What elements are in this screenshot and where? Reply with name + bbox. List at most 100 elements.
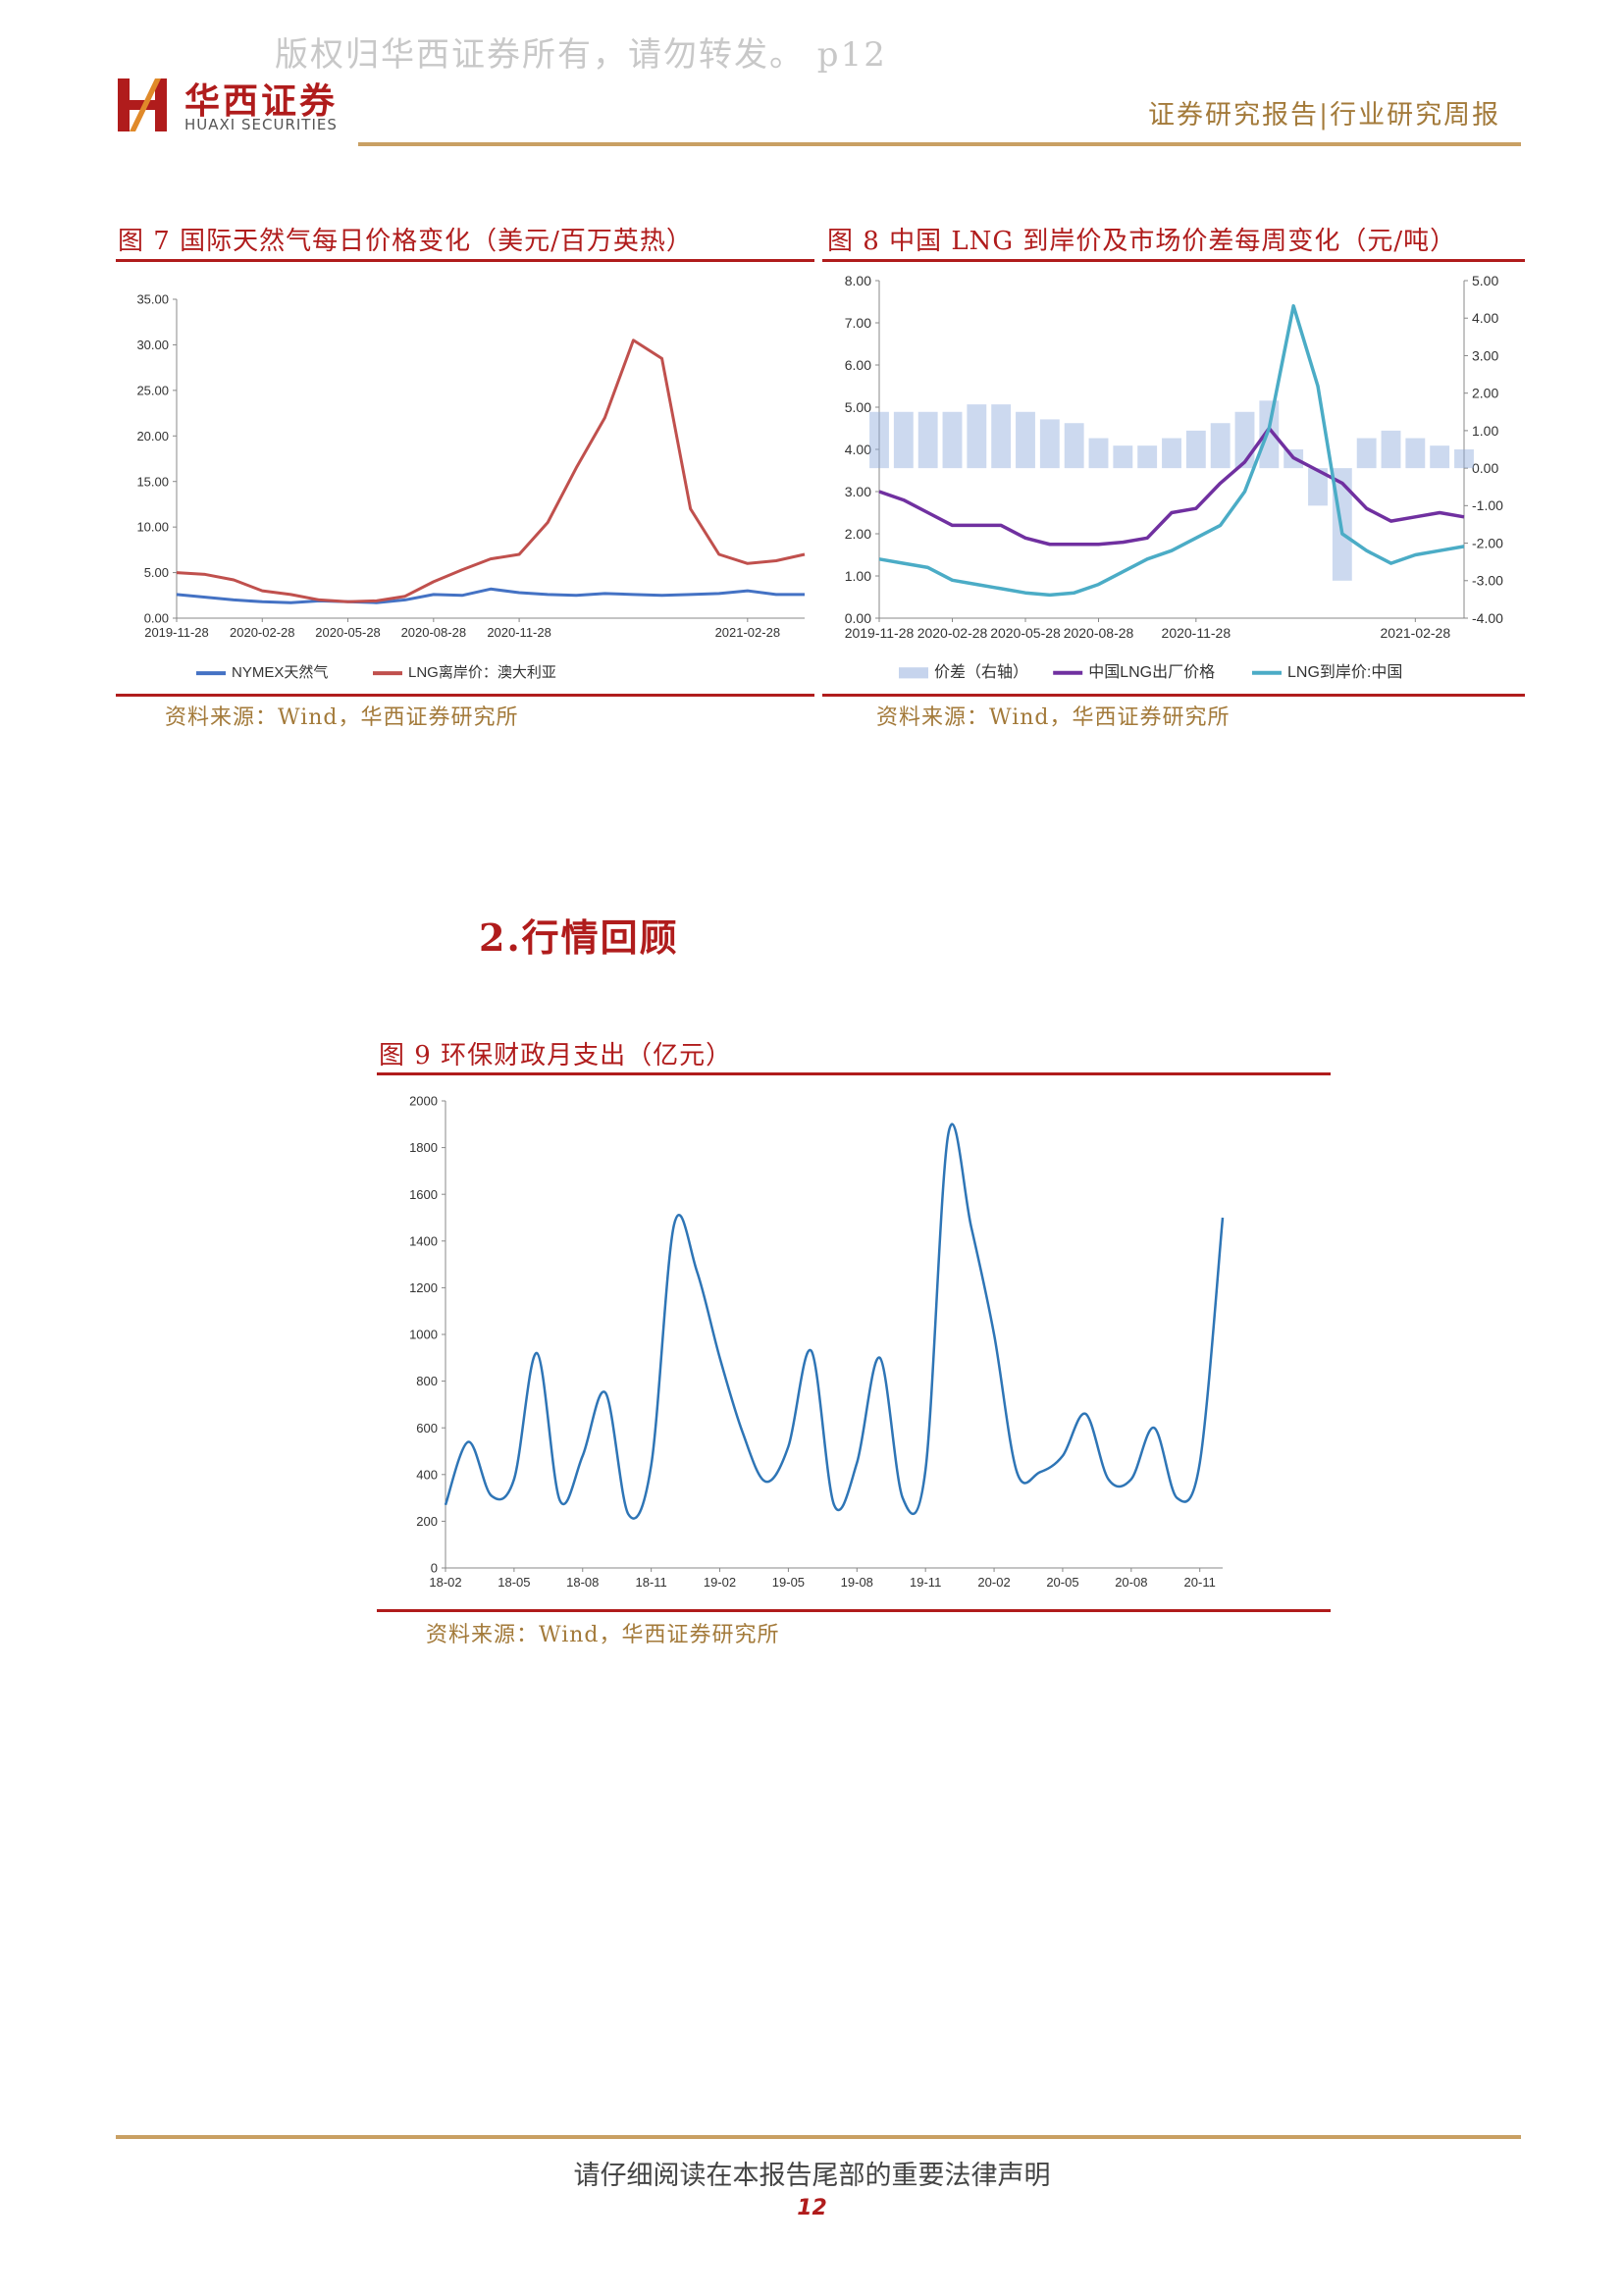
series-line	[176, 339, 806, 603]
x-tick-label: 2019-11-28	[845, 625, 915, 641]
y2-tick-label: -2.00	[1472, 535, 1503, 550]
y-tick-label: 4.00	[845, 442, 871, 457]
x-tick-label: 18-05	[498, 1575, 530, 1590]
page-number: 12	[797, 2196, 827, 2220]
y-tick-label: 7.00	[845, 315, 871, 331]
y-tick-label: 400	[416, 1467, 438, 1482]
y-tick-label: 35.00	[136, 292, 169, 307]
logo-en-text: HUAXI SECURITIES	[184, 116, 338, 133]
x-tick-label: 18-08	[566, 1575, 599, 1590]
y-tick-label: 2.00	[845, 526, 871, 542]
legend-label: LNG到岸价:中国	[1287, 663, 1402, 681]
spread-bar	[1308, 468, 1328, 506]
x-tick-label: 19-08	[841, 1575, 873, 1590]
fig9-top-rule	[377, 1072, 1331, 1075]
spread-bar	[1137, 445, 1158, 469]
y-tick-label: 5.00	[845, 399, 871, 415]
spread-bar	[967, 404, 987, 469]
section-title: 2.行情回顾	[479, 915, 679, 960]
x-tick-label: 19-05	[772, 1575, 805, 1590]
x-tick-label: 2020-05-28	[990, 625, 1061, 641]
y-tick-label: 15.00	[136, 474, 169, 489]
legend-label: NYMEX天然气	[232, 664, 328, 681]
x-tick-label: 20-08	[1115, 1575, 1147, 1590]
y-tick-label: 3.00	[845, 484, 871, 499]
y-tick-label: 1400	[409, 1233, 438, 1248]
fig7-bottom-rule	[116, 694, 814, 697]
legal-notice: 请仔细阅读在本报告尾部的重要法律声明	[573, 2161, 1051, 2191]
y2-tick-label: -4.00	[1472, 610, 1503, 626]
spread-bar	[1113, 445, 1133, 469]
fig7-top-rule	[116, 259, 814, 262]
logo-cn-text: 华西证券	[184, 81, 339, 122]
fig9-source: 资料来源：Wind，华西证券研究所	[426, 1623, 780, 1647]
watermark-text: 版权归华西证券所有，请勿转发。 p12	[275, 35, 887, 75]
y-tick-label: 0	[431, 1561, 438, 1576]
y2-tick-label: 5.00	[1472, 273, 1498, 288]
x-tick-label: 2020-02-28	[917, 625, 988, 641]
legend-label: LNG离岸价：澳大利亚	[408, 664, 556, 681]
x-tick-label: 2020-08-28	[401, 625, 467, 640]
spread-bar	[1039, 419, 1060, 469]
spread-bar	[1381, 430, 1401, 469]
x-tick-label: 20-05	[1046, 1575, 1078, 1590]
spread-bar	[1016, 411, 1035, 469]
spread-bar	[893, 411, 914, 469]
x-tick-label: 18-11	[635, 1575, 666, 1590]
y-tick-label: 2000	[409, 1094, 438, 1109]
fig7-source: 资料来源：Wind，华西证券研究所	[165, 705, 519, 730]
spread-bar	[1356, 438, 1377, 469]
y-tick-label: 600	[416, 1421, 438, 1435]
y2-tick-label: 4.00	[1472, 310, 1498, 326]
spread-bar	[869, 411, 889, 469]
y-tick-label: 1600	[409, 1187, 438, 1202]
x-tick-label: 2021-02-28	[1381, 625, 1451, 641]
spread-bar	[991, 404, 1012, 469]
fig8-bottom-rule	[822, 694, 1525, 697]
spread-bar	[1405, 438, 1426, 469]
y-tick-label: 8.00	[845, 273, 871, 288]
y-tick-label: 800	[416, 1374, 438, 1388]
y2-tick-label: -3.00	[1472, 573, 1503, 589]
series-line	[444, 1122, 1225, 1520]
y-tick-label: 1200	[409, 1280, 438, 1295]
spread-bar	[1185, 430, 1206, 469]
spread-bar	[917, 411, 938, 469]
spread-bar	[1430, 445, 1450, 469]
spread-bar	[1088, 438, 1109, 469]
legend-swatch	[899, 667, 928, 679]
y-tick-label: 200	[416, 1514, 438, 1529]
y-tick-label: 0.00	[845, 610, 871, 626]
y-tick-label: 6.00	[845, 357, 871, 373]
fig9-bottom-rule	[377, 1609, 1331, 1612]
spread-bar	[1064, 423, 1084, 469]
x-tick-label: 20-02	[977, 1575, 1010, 1590]
footer-rule	[116, 2135, 1521, 2139]
y2-tick-label: 1.00	[1472, 423, 1498, 439]
y2-tick-label: 0.00	[1472, 460, 1498, 476]
spread-bar	[1454, 449, 1474, 469]
x-tick-label: 2021-02-28	[715, 625, 781, 640]
y-tick-label: 5.00	[144, 565, 169, 580]
x-tick-label: 2020-08-28	[1064, 625, 1134, 641]
fig8-top-rule	[822, 259, 1525, 262]
spread-bar	[1259, 400, 1280, 469]
legend-label: 价差（右轴）	[934, 663, 1028, 681]
brand-logo	[116, 75, 173, 135]
x-tick-label: 18-02	[429, 1575, 461, 1590]
x-tick-label: 2020-11-28	[487, 625, 551, 640]
fig8-chart: 0.00 1.00 2.00 3.00 4.00 5.00 6.00 7.00 8.00 -4.0…	[845, 273, 1503, 681]
x-tick-label: 19-11	[910, 1575, 941, 1590]
header-rule	[358, 142, 1521, 146]
series-line	[878, 426, 1465, 547]
y-tick-label: 25.00	[136, 383, 169, 397]
spread-bar	[1210, 423, 1231, 469]
y-tick-label: 0.00	[144, 611, 169, 626]
y2-tick-label: 2.00	[1472, 386, 1498, 401]
x-tick-label: 19-02	[704, 1575, 736, 1590]
series-line	[878, 304, 1465, 598]
x-tick-label: 2020-05-28	[315, 625, 381, 640]
x-tick-label: 2020-11-28	[1162, 625, 1231, 641]
legend-label: 中国LNG出厂价格	[1088, 663, 1215, 681]
fig7-chart: 0.00 5.00 10.00 15.00 20.00 25.00 30.00 35.00 20…	[136, 292, 806, 681]
